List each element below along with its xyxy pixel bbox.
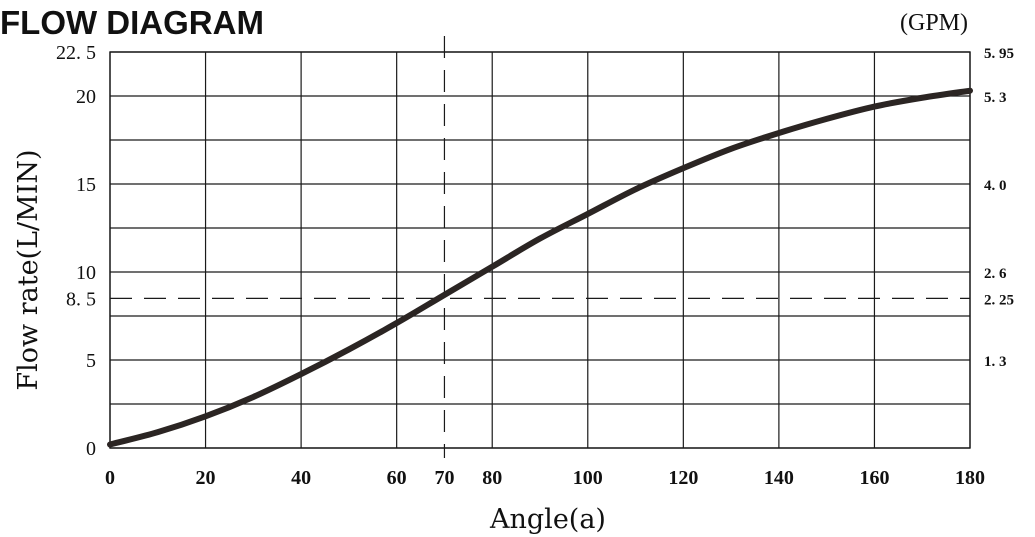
x-axis-label: Angle(a) <box>489 504 606 535</box>
y-tick-label: 5 <box>86 350 96 372</box>
x-tick-label: 40 <box>291 467 311 489</box>
gpm-tick-label: 5. 3 <box>984 90 1007 106</box>
reference-lines <box>110 36 970 458</box>
gpm-tick-label: 2. 6 <box>984 266 1007 282</box>
x-tick-label: 80 <box>482 467 502 489</box>
y-tick-label: 10 <box>76 262 96 284</box>
y-tick-labels: 0 5 8. 5 10 15 20 22. 5 <box>56 42 96 460</box>
x-tick-label: 160 <box>859 467 889 489</box>
x-tick-label: 100 <box>573 467 603 489</box>
y-axis-label: Flow rate(L/MIN) <box>13 149 44 390</box>
y-tick-label: 22. 5 <box>56 42 96 64</box>
gpm-tick-label: 1. 3 <box>984 354 1007 370</box>
x-tick-label: 120 <box>668 467 698 489</box>
grid <box>109 51 971 449</box>
y-tick-label: 8. 5 <box>66 288 96 310</box>
gpm-tick-label: 5. 95 <box>984 46 1014 62</box>
chart-title: FLOW DIAGRAM <box>0 4 264 41</box>
x-tick-label: 140 <box>764 467 794 489</box>
gpm-tick-label: 4. 0 <box>984 178 1007 194</box>
series-layer <box>107 87 973 448</box>
plot-frame <box>109 51 971 449</box>
x-tick-labels: 0 20 40 60 70 80 100 120 140 160 180 <box>105 467 985 489</box>
gpm-tick-labels: 1. 3 2. 25 2. 6 4. 0 5. 3 5. 95 <box>984 46 1014 370</box>
flow-curve <box>107 87 973 448</box>
gpm-unit-label: (GPM) <box>900 10 968 36</box>
x-tick-label: 0 <box>105 467 115 489</box>
x-tick-label: 20 <box>196 467 216 489</box>
x-tick-label: 60 <box>387 467 407 489</box>
y-tick-label: 0 <box>86 438 96 460</box>
x-tick-label: 70 <box>434 467 454 489</box>
y-tick-label: 15 <box>76 174 96 196</box>
gpm-tick-label: 2. 25 <box>984 292 1014 308</box>
y-tick-label: 20 <box>76 86 96 108</box>
x-tick-label: 180 <box>955 467 985 489</box>
